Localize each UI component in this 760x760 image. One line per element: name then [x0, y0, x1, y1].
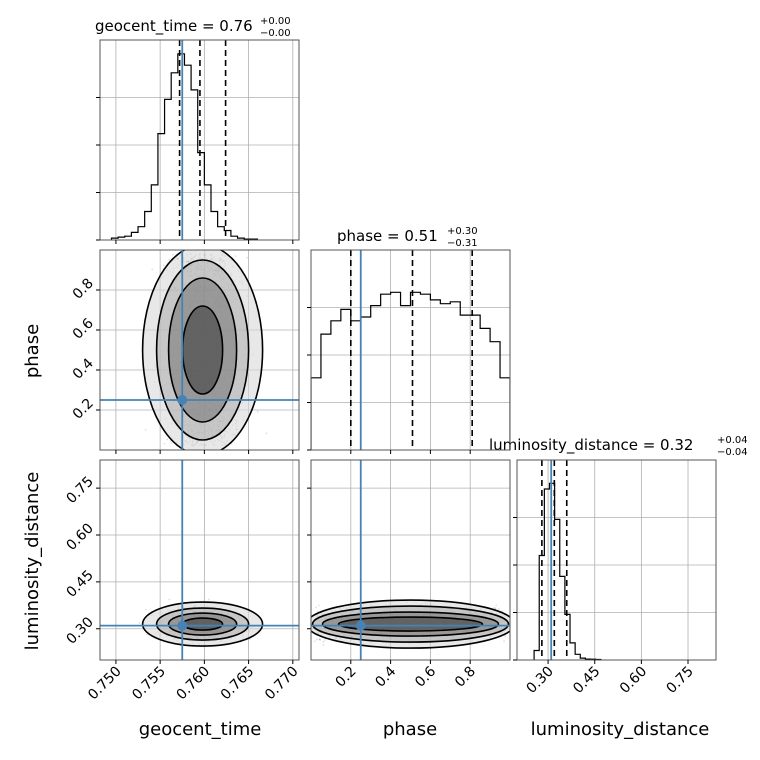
sample-point	[170, 441, 173, 444]
xtick-label: 0.4	[372, 663, 399, 690]
density-contour	[181, 305, 224, 395]
ytick-label: 0.6	[70, 315, 97, 342]
panel-geocent-time-hist	[96, 39, 300, 244]
panel-frame	[310, 249, 511, 451]
title-phase-sup: +0.30	[447, 226, 478, 237]
sample-point	[318, 638, 321, 641]
sample-point	[317, 604, 320, 607]
title-geocent-time: geocent_time = 0.76 +0.00 −0.00	[95, 16, 291, 39]
ytick-label: 0.8	[70, 276, 97, 303]
truth-point	[177, 620, 188, 631]
xtick-label: 0.6	[412, 663, 439, 690]
xtick-label: 0.755	[129, 664, 169, 704]
sample-point	[166, 438, 168, 441]
plot-area: 0.2 0.4 0.6 0.8 0.750 0.755 0.760 0.765 0.770 0.3…	[63, 39, 717, 704]
ytick-label: 0.75	[63, 474, 96, 507]
sample-point	[318, 638, 321, 640]
xtick-label: 0.765	[218, 664, 258, 704]
ytick-label: 0.30	[63, 614, 96, 647]
title-geocent-time-sup: +0.00	[260, 16, 291, 27]
sample-point	[492, 606, 495, 609]
xlabel-geocent-time: geocent_time	[139, 719, 262, 740]
truth-point	[355, 620, 366, 631]
panel-geocent-time-vs-phase: 0.2 0.4 0.6 0.8	[70, 249, 300, 454]
sample-point	[144, 429, 147, 431]
title-geocent-time-main: geocent_time = 0.76	[95, 17, 253, 36]
xtick-label: 0.760	[174, 664, 214, 704]
sample-point	[168, 258, 171, 261]
sample-point	[169, 439, 172, 442]
xlabel-phase: phase	[383, 719, 437, 740]
ytick-label: 0.60	[63, 521, 96, 554]
title-luminosity-distance-main: luminosity_distance = 0.32	[489, 436, 693, 455]
sample-point	[503, 640, 505, 642]
panel-luminosity-distance-hist: 0.30 0.45 0.60 0.75	[513, 459, 717, 697]
panel-frame	[99, 459, 300, 661]
sample-point	[168, 598, 171, 601]
xtick-label: 0.30	[524, 664, 557, 697]
xtick-label: 0.60	[617, 664, 650, 697]
ylabel-phase: phase	[22, 324, 43, 378]
xtick-label: 0.2	[333, 664, 360, 691]
sample-point	[145, 633, 148, 636]
sample-point	[256, 410, 259, 413]
sample-point	[171, 253, 174, 256]
ytick-label: 0.45	[63, 567, 96, 600]
ytick-label: 0.2	[70, 396, 97, 423]
xtick-label: 0.75	[663, 664, 696, 697]
panel-phase-hist	[307, 249, 511, 454]
title-luminosity-distance-sub: −0.04	[717, 447, 748, 458]
title-phase: phase = 0.51 +0.30 −0.31	[337, 226, 478, 249]
panel-geocent-time-vs-luminosity-distance: 0.750 0.755 0.760 0.765 0.770 0.30 0.45 0.60 0.7…	[63, 459, 302, 704]
title-luminosity-distance: luminosity_distance = 0.32 +0.04 −0.04	[489, 435, 748, 458]
sample-point	[315, 606, 317, 609]
sample-point	[495, 604, 498, 607]
density-contour	[181, 617, 224, 631]
sample-point	[163, 442, 166, 445]
sample-point	[504, 635, 507, 638]
sample-point	[501, 610, 503, 612]
xtick-label: 0.8	[452, 664, 479, 691]
density-contour	[337, 616, 484, 632]
sample-point	[322, 640, 325, 643]
sample-point	[162, 264, 165, 267]
sample-point	[314, 640, 316, 643]
sample-point	[144, 608, 147, 611]
sample-point	[234, 255, 237, 257]
xlabel-luminosity-distance: luminosity_distance	[531, 719, 710, 740]
ytick-label: 0.4	[70, 355, 97, 382]
sample-point	[207, 598, 210, 601]
xtick-label: 0.770	[262, 664, 302, 704]
sample-point	[265, 432, 268, 435]
sample-point	[498, 607, 500, 610]
panel-frame	[516, 459, 717, 661]
panel-frame	[99, 39, 300, 241]
title-phase-main: phase = 0.51	[337, 227, 438, 245]
title-phase-sub: −0.31	[447, 238, 478, 249]
truth-point	[177, 395, 188, 405]
ylabel-luminosity-distance: luminosity_distance	[22, 472, 43, 651]
xtick-label: 0.750	[85, 664, 125, 704]
panel-frame	[99, 249, 300, 451]
sample-point	[319, 639, 322, 641]
sample-point	[494, 607, 497, 610]
sample-point	[246, 256, 248, 259]
histogram-phase	[311, 291, 510, 450]
panel-frame	[310, 459, 511, 661]
title-geocent-time-sub: −0.00	[260, 28, 291, 39]
sample-point	[324, 639, 326, 641]
histogram-geocent-time	[110, 53, 259, 240]
sample-point	[151, 268, 154, 271]
xtick-label: 0.45	[570, 664, 603, 697]
panel-phase-vs-luminosity-distance: 0.2 0.4 0.6 0.8	[307, 459, 511, 691]
sample-point	[316, 638, 318, 641]
sample-point	[322, 643, 325, 646]
sample-point	[138, 622, 141, 624]
title-luminosity-distance-sup: +0.04	[717, 435, 748, 446]
